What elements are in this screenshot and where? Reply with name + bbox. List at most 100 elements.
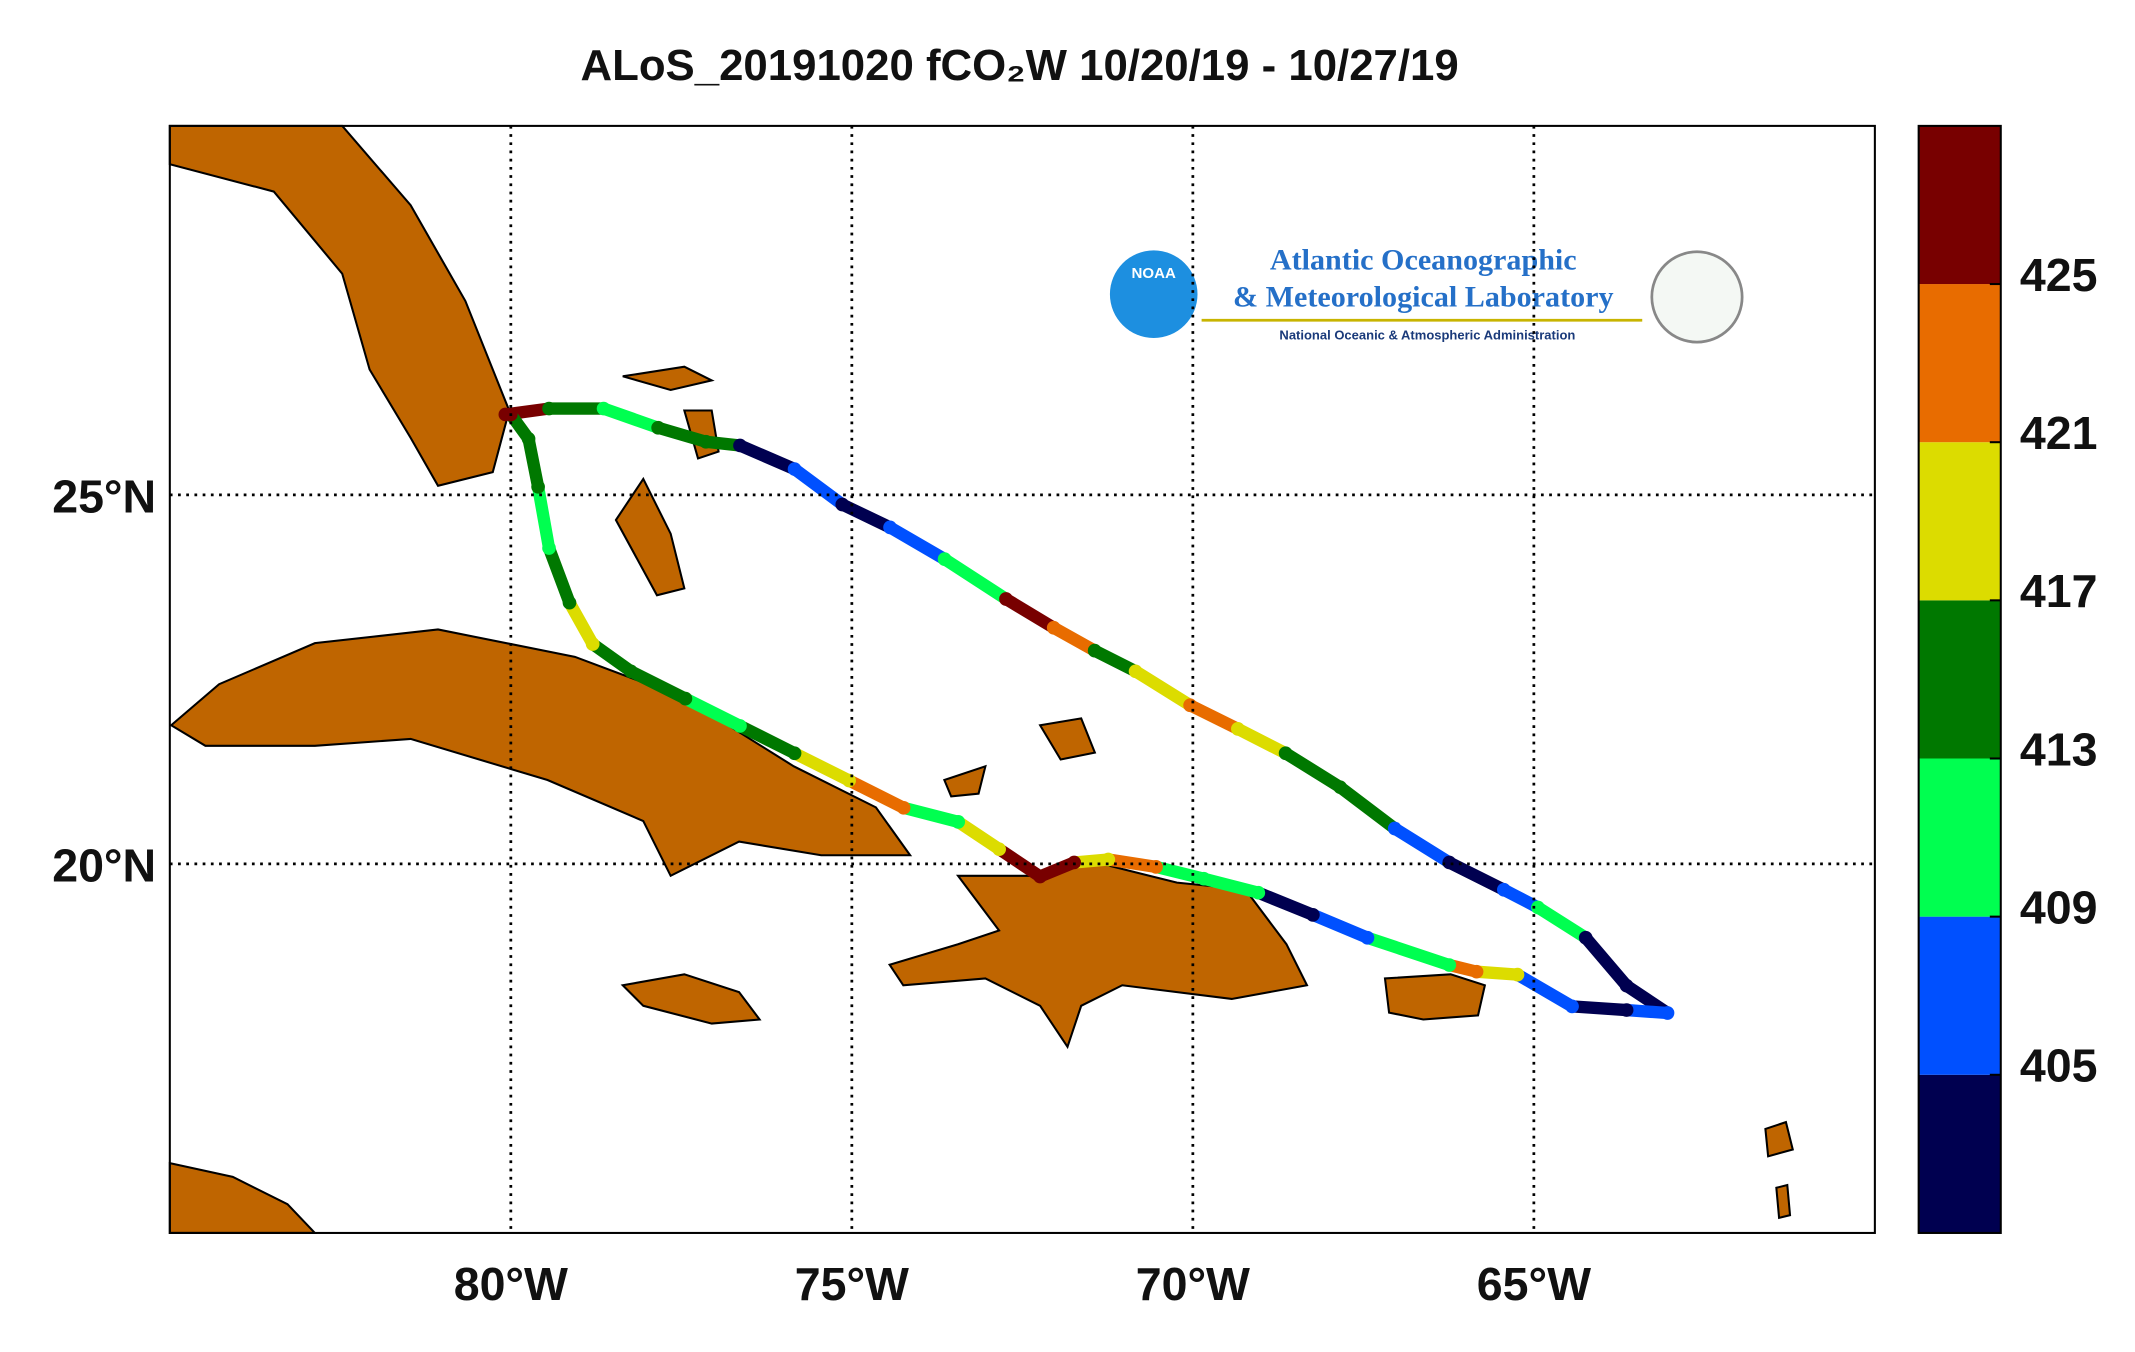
track-segment: [733, 439, 801, 476]
track-segment: [836, 498, 897, 534]
track-point: [1033, 869, 1047, 884]
track-point: [1128, 664, 1143, 679]
track-point: [1442, 855, 1457, 870]
track-segment: [1388, 822, 1456, 869]
y-tick-label: 20°N: [52, 840, 156, 892]
florida: [168, 124, 511, 487]
noaa-badge-text: NOAA: [1132, 265, 1176, 282]
jamaica: [620, 973, 762, 1025]
track-segment: [542, 541, 576, 609]
track-point: [1251, 885, 1266, 900]
track-point: [1510, 967, 1525, 982]
track-point: [1442, 958, 1457, 972]
track-segment: [1047, 621, 1101, 657]
track-segment: [1334, 781, 1401, 835]
track-point: [1333, 780, 1348, 795]
logo-line: & Meteorological Laboratory: [1233, 280, 1614, 314]
track-point: [624, 664, 638, 679]
cuba: [169, 628, 913, 878]
colorbar-frame: [1917, 124, 2002, 1234]
colorbar-tick-label: 421: [2020, 407, 2098, 459]
track-segment: [624, 665, 692, 705]
track-segment: [1279, 747, 1347, 794]
colorbar-tick-label: 413: [2020, 723, 2098, 775]
colorbar: 405 409 413 417 421 425: [1917, 124, 2098, 1234]
track-point: [1360, 930, 1375, 945]
track-segment: [842, 774, 910, 814]
track-point: [733, 719, 747, 733]
track-point: [733, 438, 747, 453]
colorbar-tick-label: 409: [2020, 881, 2098, 933]
track-segment: [1531, 901, 1592, 944]
chart-title: ALoS_20191020 fCO₂W 10/20/19 - 10/27/19: [580, 41, 1458, 90]
track-point: [999, 592, 1013, 606]
track-segment: [1361, 931, 1456, 972]
track-segment: [651, 421, 713, 448]
track-point: [1565, 999, 1579, 1014]
track-segment: [992, 843, 1047, 883]
grand-bahama: [622, 365, 715, 392]
track-point: [787, 746, 802, 761]
track-point: [1619, 978, 1634, 993]
hispaniola: [887, 861, 1309, 1050]
track-point: [992, 842, 1006, 857]
track-segment: [1183, 699, 1245, 736]
track-point: [542, 541, 556, 555]
x-tick-label: 75°W: [795, 1258, 909, 1310]
track-segment: [883, 521, 951, 566]
track-point: [1067, 855, 1082, 870]
ship-track: [498, 401, 1675, 1020]
map-frame: [168, 124, 1876, 1234]
noaa-badge: [1109, 250, 1198, 338]
colorbar-band: [1918, 442, 2001, 601]
track-segment: [788, 747, 856, 787]
island: [1775, 1183, 1792, 1220]
track-point: [1387, 821, 1402, 836]
track-point: [651, 420, 665, 435]
track-point: [1278, 746, 1293, 761]
colorbar-band: [1918, 916, 2001, 1075]
colorbar-tick-label: 405: [2020, 1040, 2098, 1092]
puerto-rico: [1383, 973, 1487, 1021]
track-segment: [1565, 1000, 1633, 1017]
track-point: [937, 552, 952, 566]
track-segment: [897, 801, 965, 829]
track-segment: [733, 719, 801, 760]
aoml-seal: [1650, 250, 1744, 344]
track-point: [1231, 722, 1245, 736]
track-segment: [531, 480, 556, 555]
track-segment: [952, 815, 1006, 856]
track-segment: [597, 402, 665, 434]
y-tick-label: 25°N: [52, 471, 156, 523]
track-point: [562, 595, 577, 610]
track-point: [835, 497, 850, 512]
andros: [614, 476, 686, 597]
track-point: [1497, 882, 1511, 897]
track-point: [542, 401, 556, 416]
track-segment: [1197, 872, 1265, 899]
colorbar-tick-label: 425: [2020, 249, 2098, 301]
track-point: [521, 431, 536, 446]
track-segment: [1511, 968, 1579, 1013]
track-point: [1149, 860, 1163, 874]
colorbar-band: [1918, 125, 2001, 285]
track-segment: [1149, 860, 1210, 885]
track-point: [678, 691, 693, 706]
track-point: [1619, 1003, 1634, 1017]
x-tick-label: 65°W: [1477, 1258, 1591, 1310]
track-segment: [1088, 644, 1142, 678]
track-segment: [1579, 931, 1633, 992]
track-point: [1531, 900, 1545, 915]
track-point: [531, 479, 545, 494]
track-point: [1196, 871, 1211, 886]
colorbar-band: [1918, 284, 2001, 443]
colorbar-band: [1918, 758, 2001, 917]
track-point: [1046, 620, 1061, 635]
colorbar-band: [1918, 600, 2001, 759]
island: [1764, 1120, 1795, 1158]
track-segment: [1252, 886, 1320, 922]
island: [1038, 717, 1097, 761]
track-segment: [522, 432, 545, 493]
track-segment: [679, 692, 747, 733]
